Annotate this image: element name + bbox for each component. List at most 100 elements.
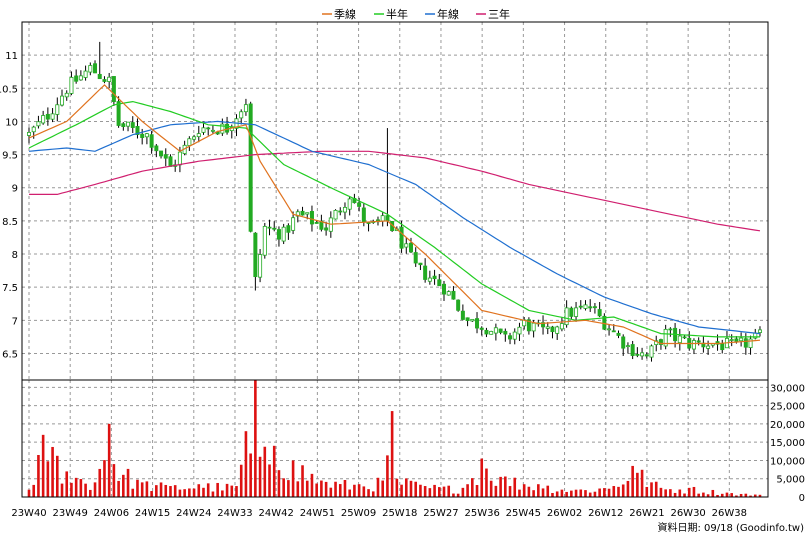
volume-bar xyxy=(664,489,667,497)
candle-body xyxy=(470,318,475,322)
candle-body xyxy=(559,323,564,330)
price-tick-label: 6.5 xyxy=(2,349,18,360)
candle-body xyxy=(116,101,121,126)
candle-body xyxy=(545,326,550,329)
candle-body xyxy=(696,340,701,343)
candle-body xyxy=(418,262,423,266)
volume-bar xyxy=(447,485,451,497)
candle-body xyxy=(616,332,621,336)
candle-body xyxy=(597,309,602,317)
volume-bar xyxy=(296,481,300,497)
candle-body xyxy=(592,306,597,309)
price-tick-label: 7 xyxy=(12,316,18,327)
volume-bar xyxy=(433,484,436,497)
candle-body xyxy=(569,307,574,317)
candle-body xyxy=(314,222,319,224)
candle-body xyxy=(357,202,362,207)
volume-bar xyxy=(122,474,125,497)
volume-bar xyxy=(183,489,186,497)
candle-body xyxy=(526,319,531,332)
candle-body xyxy=(135,125,140,135)
volume-bar xyxy=(164,484,168,497)
volume-bar xyxy=(400,484,403,497)
candle-body xyxy=(26,132,31,136)
candle-body xyxy=(611,330,616,333)
volume-bar xyxy=(381,480,384,497)
candle-body xyxy=(607,328,612,331)
volume-bar xyxy=(527,486,531,497)
volume-bar xyxy=(678,489,682,497)
price-tick-label: 10.5 xyxy=(0,84,18,95)
volume-bar xyxy=(98,468,102,497)
volume-bar xyxy=(489,480,493,497)
candle-body xyxy=(64,92,69,98)
ma-year-line xyxy=(28,120,761,335)
x-tick-label: 25W45 xyxy=(506,508,541,519)
volume-bar xyxy=(508,486,512,497)
volume-bar xyxy=(513,477,517,497)
legend-label: 半年 xyxy=(386,7,408,21)
candle-body xyxy=(588,306,593,309)
volume-bar xyxy=(607,488,611,497)
volume-bar xyxy=(93,482,97,497)
price-panel: 6.5 7 7.5 8 8.5 9 9.5 10 10.5 11 xyxy=(0,21,769,381)
candle-body xyxy=(550,326,555,333)
candle-body xyxy=(300,210,305,216)
candle-body xyxy=(347,198,352,210)
candle-body xyxy=(154,145,159,152)
volume-bar xyxy=(258,456,262,497)
candle-body xyxy=(276,229,281,240)
volume-bar xyxy=(588,492,592,497)
volume-bar xyxy=(617,486,620,497)
candle-body xyxy=(281,226,286,242)
candle-body xyxy=(475,318,480,329)
candle-body xyxy=(380,215,385,222)
candle-body xyxy=(210,129,215,132)
candle-body xyxy=(41,115,46,124)
candle-body xyxy=(192,136,197,140)
volume-bar xyxy=(320,480,323,497)
candle-body xyxy=(111,76,116,102)
volume-bar xyxy=(348,489,351,497)
candle-body xyxy=(432,275,437,280)
candle-body xyxy=(248,103,253,232)
candle-body xyxy=(663,328,668,347)
volume-bar xyxy=(216,482,219,497)
candle-body xyxy=(121,123,126,127)
volume-bar xyxy=(466,484,469,497)
candle-body xyxy=(630,344,635,356)
candle-body xyxy=(272,227,277,230)
volume-bar xyxy=(423,486,427,497)
volume-bar xyxy=(753,494,757,497)
candle-body xyxy=(668,328,673,331)
candle-body xyxy=(691,340,696,350)
candle-body xyxy=(126,121,131,127)
volume-bar xyxy=(376,477,380,497)
volume-bar xyxy=(697,493,700,497)
volume-tick-label: 5,000 xyxy=(776,475,805,486)
volume-bar xyxy=(702,492,705,497)
volume-bar xyxy=(640,469,644,497)
volume-bar xyxy=(155,485,158,497)
volume-bar xyxy=(150,491,153,497)
volume-axis: 0 5,000 10,000 15,000 20,000 25,000 30,000 xyxy=(770,383,805,504)
volume-bar xyxy=(211,491,215,497)
candle-body xyxy=(739,337,744,342)
volume-bar xyxy=(60,483,64,497)
volume-bar xyxy=(730,493,733,497)
candle-body xyxy=(404,243,409,248)
volume-bar xyxy=(334,481,337,497)
candle-body xyxy=(144,133,149,138)
candle-body xyxy=(493,327,498,334)
candle-body xyxy=(512,331,517,340)
candle-body xyxy=(578,305,583,308)
candle-body xyxy=(564,307,569,326)
volume-bar xyxy=(612,486,616,497)
candle-body xyxy=(295,211,300,217)
volume-tick-label: 25,000 xyxy=(770,402,805,413)
candle-body xyxy=(163,154,168,159)
volume-bar xyxy=(532,490,535,497)
volume-bar xyxy=(338,484,342,497)
candle-body xyxy=(130,122,135,128)
volume-bar xyxy=(367,489,370,497)
